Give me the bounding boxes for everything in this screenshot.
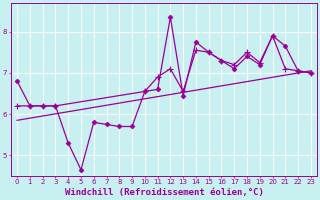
X-axis label: Windchill (Refroidissement éolien,°C): Windchill (Refroidissement éolien,°C) bbox=[65, 188, 263, 197]
